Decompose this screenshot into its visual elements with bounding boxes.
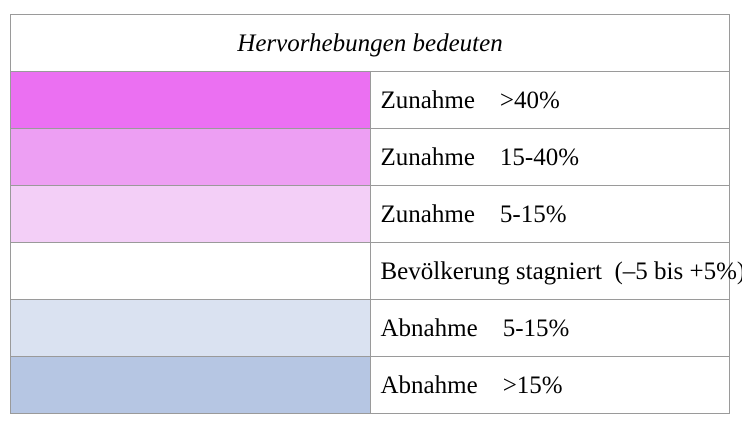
color-swatch xyxy=(10,356,371,414)
legend-header-row: Hervorhebungen bedeuten xyxy=(10,14,730,72)
legend-label: Abnahme 5-15% xyxy=(369,299,730,357)
legend-row: Abnahme >15% xyxy=(10,356,730,414)
legend-table: Hervorhebungen bedeuten Zunahme >40% Zun… xyxy=(10,14,742,414)
legend-label: Zunahme 5-15% xyxy=(369,185,730,243)
color-swatch xyxy=(10,128,371,186)
legend-label: Abnahme >15% xyxy=(369,356,730,414)
legend-row: Bevölkerung stagniert (–5 bis +5%) xyxy=(10,242,742,300)
legend-label: Zunahme 15-40% xyxy=(369,128,730,186)
color-swatch xyxy=(10,185,371,243)
legend-row: Zunahme 5-15% xyxy=(10,185,730,243)
legend-row: Abnahme 5-15% xyxy=(10,299,730,357)
color-swatch xyxy=(10,71,371,129)
legend-title: Hervorhebungen bedeuten xyxy=(10,14,730,72)
color-swatch xyxy=(10,242,371,300)
legend-row: Zunahme >40% xyxy=(10,71,730,129)
legend-row: Zunahme 15-40% xyxy=(10,128,730,186)
legend-label: Bevölkerung stagniert (–5 bis +5%) xyxy=(369,242,742,300)
legend-label: Zunahme >40% xyxy=(369,71,730,129)
color-swatch xyxy=(10,299,371,357)
